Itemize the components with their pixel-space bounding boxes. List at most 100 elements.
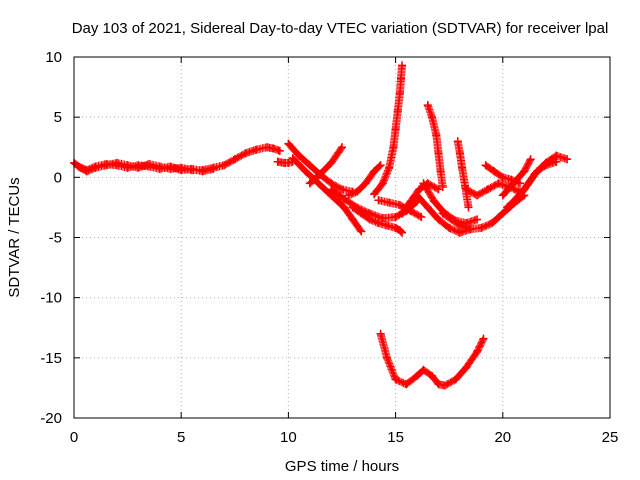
- series-trace-7: [344, 161, 385, 200]
- data-point: [391, 125, 400, 134]
- x-tick-label: 0: [70, 429, 78, 446]
- data-point: [385, 198, 394, 207]
- data-point: [526, 155, 535, 164]
- data-point: [269, 144, 278, 153]
- x-axis-title: GPS time / hours: [285, 458, 399, 475]
- data-point: [498, 173, 507, 182]
- data-point: [365, 215, 374, 224]
- y-tick-label: 10: [45, 49, 62, 66]
- data-point: [509, 179, 518, 188]
- y-tick-label: -5: [49, 230, 62, 247]
- data-point: [428, 371, 437, 380]
- data-point: [488, 219, 497, 228]
- data-point: [440, 381, 449, 390]
- data-series: [70, 61, 572, 390]
- data-point: [295, 151, 304, 160]
- series-trace-6: [305, 143, 346, 188]
- data-point: [406, 197, 415, 206]
- data-point: [209, 164, 218, 173]
- series-trace-5: [288, 154, 366, 236]
- data-point: [498, 209, 507, 218]
- data-point: [481, 161, 490, 170]
- data-point: [541, 161, 550, 170]
- series-trace-20: [498, 155, 535, 200]
- series-trace-16: [438, 191, 529, 234]
- data-point: [479, 334, 488, 343]
- data-point: [477, 223, 486, 232]
- data-point: [438, 182, 447, 191]
- data-point: [241, 149, 250, 158]
- data-point: [305, 161, 314, 170]
- chart-title: Day 103 of 2021, Sidereal Day-to-day VTE…: [72, 20, 609, 37]
- data-point: [177, 166, 186, 175]
- data-point: [498, 191, 507, 200]
- data-point: [447, 215, 456, 224]
- data-point: [383, 221, 392, 230]
- data-point: [374, 196, 383, 205]
- data-point: [91, 162, 100, 171]
- data-point: [389, 143, 398, 152]
- data-point: [438, 209, 447, 218]
- data-point: [273, 157, 282, 166]
- data-point: [327, 185, 336, 194]
- data-point: [563, 155, 572, 164]
- x-tick-label: 20: [494, 429, 511, 446]
- data-point: [275, 146, 284, 155]
- series-trace-11: [374, 196, 426, 222]
- data-point: [134, 161, 143, 170]
- series-markers: [423, 101, 447, 191]
- data-point: [288, 154, 297, 163]
- data-point: [391, 223, 400, 232]
- x-tick-label: 25: [602, 429, 619, 446]
- data-point: [419, 365, 428, 374]
- data-point: [415, 185, 424, 194]
- data-point: [533, 167, 542, 176]
- data-point: [455, 149, 464, 158]
- data-point: [361, 179, 370, 188]
- data-point: [353, 187, 362, 196]
- data-point: [220, 161, 229, 170]
- data-point: [376, 161, 385, 170]
- y-axis-title: SDTVAR / TECUs: [6, 177, 23, 297]
- x-tick-label: 5: [177, 429, 185, 446]
- series-trace-9: [348, 203, 407, 237]
- data-point: [464, 203, 473, 212]
- data-point: [455, 221, 464, 230]
- data-point: [166, 162, 175, 171]
- data-point: [262, 143, 271, 152]
- series-trace-17: [453, 137, 473, 212]
- data-point: [503, 203, 512, 212]
- data-point: [123, 163, 132, 172]
- data-point: [395, 201, 404, 210]
- data-point: [327, 158, 336, 167]
- x-tick-label: 15: [387, 429, 404, 446]
- data-point: [458, 163, 467, 172]
- data-point: [483, 185, 492, 194]
- data-point: [473, 347, 482, 356]
- data-point: [385, 163, 394, 172]
- data-point: [102, 160, 111, 169]
- data-point: [430, 197, 439, 206]
- data-point: [398, 209, 407, 218]
- data-point: [413, 191, 422, 200]
- data-point: [376, 329, 385, 338]
- series-markers: [344, 161, 385, 200]
- data-point: [453, 137, 462, 146]
- data-point: [490, 167, 499, 176]
- data-point: [406, 207, 415, 216]
- data-point: [252, 145, 261, 154]
- series-trace-2: [74, 160, 218, 176]
- data-point: [434, 149, 443, 158]
- y-tick-label: -10: [40, 290, 62, 307]
- data-point: [423, 203, 432, 212]
- data-point: [434, 380, 443, 389]
- data-point: [314, 179, 323, 188]
- series-markers: [453, 137, 473, 212]
- data-point: [82, 166, 91, 175]
- data-point: [466, 225, 475, 234]
- data-point: [187, 164, 196, 173]
- data-point: [473, 215, 482, 224]
- data-point: [398, 61, 407, 70]
- data-point: [524, 179, 533, 188]
